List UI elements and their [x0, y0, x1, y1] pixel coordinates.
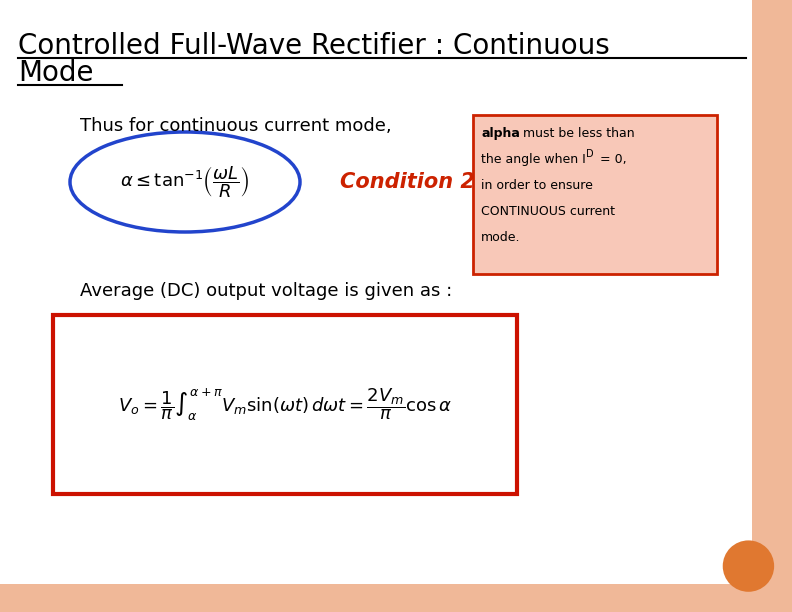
Bar: [752, 0, 792, 612]
Text: = 0,: = 0,: [596, 153, 626, 166]
Text: $V_o = \dfrac{1}{\pi}\int_{\alpha}^{\alpha+\pi} V_m\sin(\omega t)\,d\omega t = \: $V_o = \dfrac{1}{\pi}\int_{\alpha}^{\alp…: [118, 386, 452, 423]
Text: Mode: Mode: [18, 59, 93, 87]
Bar: [0, 584, 752, 612]
Text: in order to ensure: in order to ensure: [481, 179, 593, 192]
Text: the angle when I: the angle when I: [481, 153, 586, 166]
Text: Controlled Full-Wave Rectifier : Continuous: Controlled Full-Wave Rectifier : Continu…: [18, 32, 610, 60]
Text: Average (DC) output voltage is given as :: Average (DC) output voltage is given as …: [80, 282, 452, 300]
Text: $\alpha \leq \tan^{-1}\!\left(\dfrac{\omega L}{R}\right)$: $\alpha \leq \tan^{-1}\!\left(\dfrac{\om…: [120, 164, 249, 200]
Text: Thus for continuous current mode,: Thus for continuous current mode,: [80, 117, 391, 135]
Text: D: D: [586, 149, 594, 159]
Text: CONTINUOUS current: CONTINUOUS current: [481, 205, 615, 218]
Text: alpha: alpha: [481, 127, 520, 140]
FancyBboxPatch shape: [53, 315, 517, 494]
Circle shape: [723, 540, 774, 592]
Text: Condition 2: Condition 2: [340, 172, 475, 192]
Text: must be less than: must be less than: [519, 127, 634, 140]
FancyBboxPatch shape: [473, 115, 717, 274]
Text: mode.: mode.: [481, 231, 520, 244]
